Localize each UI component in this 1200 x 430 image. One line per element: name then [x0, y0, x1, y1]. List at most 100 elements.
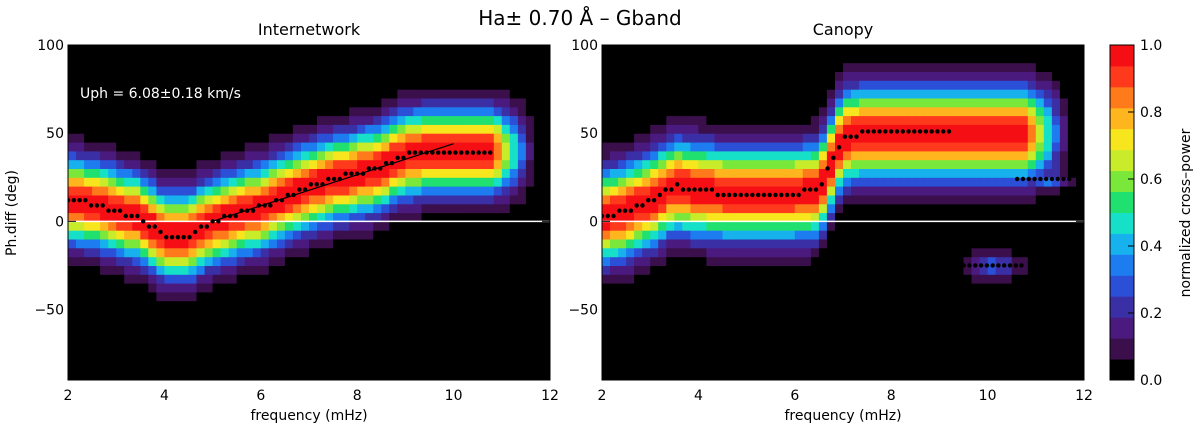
heatmap-cell	[333, 327, 342, 337]
heatmap-cell	[212, 265, 222, 275]
heatmap-cell	[156, 115, 165, 125]
heatmap-cell	[698, 371, 707, 380]
heatmap-cell	[843, 89, 852, 99]
heatmap-cell	[389, 80, 398, 90]
heatmap-cell	[963, 265, 973, 275]
heatmap-cell	[84, 256, 93, 266]
heatmap-cell	[1027, 159, 1037, 169]
heatmap-cell	[292, 238, 302, 249]
heatmap-cell	[196, 133, 206, 143]
heatmap-cell	[706, 71, 715, 81]
heatmap-cell	[714, 62, 724, 72]
heatmap-cell	[738, 45, 748, 55]
heatmap-cell	[883, 97, 892, 108]
heatmap-cell	[658, 124, 667, 134]
heatmap-cell	[156, 256, 165, 266]
heatmap-cell	[1067, 309, 1077, 319]
heatmap-cell	[810, 353, 820, 363]
heatmap-cell	[746, 62, 756, 72]
heatmap-cell	[682, 203, 691, 214]
heatmap-cell	[212, 115, 222, 125]
heatmap-cell	[939, 159, 948, 169]
heatmap-cell	[963, 300, 973, 311]
heatmap-cell	[826, 124, 836, 134]
heatmap-cell	[931, 230, 940, 240]
heatmap-cell	[437, 371, 447, 380]
heatmap-cell	[405, 335, 414, 346]
heatmap-cell	[979, 283, 989, 293]
heatmap-cell	[1059, 45, 1069, 55]
heatmap-cell	[859, 265, 868, 275]
heatmap-cell	[501, 177, 511, 187]
heatmap-cell	[341, 274, 350, 284]
heatmap-cell	[437, 335, 447, 346]
heatmap-cell	[610, 230, 619, 240]
x-tick-label: 6	[790, 388, 799, 404]
heatmap-cell	[301, 274, 310, 284]
heatmap-cell	[204, 335, 214, 346]
heatmap-cell	[1043, 221, 1053, 231]
heatmap-cell	[650, 80, 659, 90]
heatmap-cell	[802, 309, 812, 319]
heatmap-cell	[397, 89, 406, 99]
heatmap-cell	[658, 71, 667, 81]
heatmap-cell	[859, 133, 868, 143]
heatmap-cell	[955, 362, 965, 372]
heatmap-cell	[891, 71, 900, 81]
heatmap-cell	[979, 53, 989, 64]
heatmap-cell	[84, 309, 93, 319]
heatmap-cell	[931, 80, 940, 90]
heatmap-cell	[907, 177, 916, 187]
heatmap-cell	[485, 89, 495, 99]
heatmap-cell	[461, 327, 471, 337]
heatmap-cell	[397, 274, 406, 284]
heatmap-cell	[325, 353, 334, 363]
heatmap-cell	[445, 274, 455, 284]
heatmap-cell	[397, 291, 406, 302]
heatmap-cell	[429, 194, 439, 205]
heatmap-cell	[437, 344, 447, 355]
heatmap-cell	[341, 203, 350, 214]
heatmap-cell	[132, 274, 141, 284]
heatmap-cell	[453, 97, 463, 108]
heatmap-cell	[108, 133, 117, 143]
heatmap-cell	[445, 371, 455, 380]
heatmap-cell	[525, 371, 535, 380]
heatmap-cell	[1027, 283, 1037, 293]
heatmap-cell	[453, 256, 463, 266]
heatmap-cell	[349, 80, 358, 90]
heatmap-cell	[738, 327, 748, 337]
heatmap-cell	[517, 133, 527, 143]
heatmap-cell	[333, 133, 342, 143]
heatmap-cell	[413, 300, 422, 311]
heatmap-cell	[84, 45, 93, 55]
heatmap-cell	[682, 256, 691, 266]
heatmap-cell	[1027, 115, 1037, 125]
heatmap-cell	[333, 115, 342, 125]
heatmap-cell	[421, 45, 431, 55]
heatmap-cell	[1076, 203, 1084, 214]
heatmap-cell	[365, 186, 374, 196]
heatmap-cell	[108, 80, 117, 90]
heatmap-cell	[1027, 106, 1037, 117]
heatmap-cell	[421, 150, 431, 161]
heatmap-cell	[843, 150, 852, 161]
heatmap-cell	[1076, 97, 1084, 108]
heatmap-cell	[602, 238, 611, 249]
heatmap-cell	[525, 335, 535, 346]
heatmap-cell	[899, 318, 908, 328]
heatmap-cell	[413, 124, 422, 134]
heatmap-cell	[493, 142, 503, 152]
heatmap-cell	[421, 62, 431, 72]
heatmap-cell	[947, 186, 956, 196]
heatmap-cell	[68, 230, 77, 240]
heatmap-cell	[979, 291, 989, 302]
heatmap-cell	[826, 371, 836, 380]
heatmap-cell	[626, 265, 635, 275]
heatmap-cell	[188, 133, 198, 143]
heatmap-cell	[955, 62, 965, 72]
heatmap-cell	[1067, 203, 1077, 214]
heatmap-cell	[770, 212, 780, 222]
heatmap-cell	[907, 283, 916, 293]
heatmap-cell	[365, 221, 374, 231]
